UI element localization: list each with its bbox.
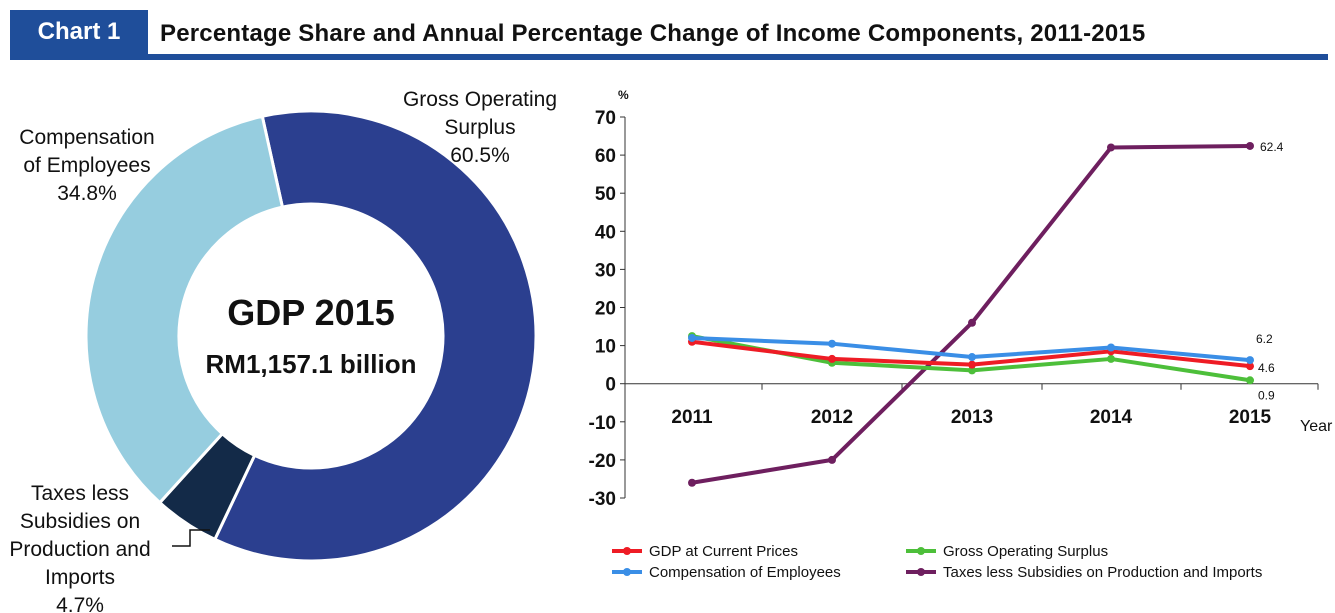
y-tick-label-6: 30 <box>595 260 616 281</box>
series-2-point-2 <box>968 353 976 362</box>
series-0-end-label: 4.6 <box>1258 361 1275 375</box>
slice-label-2-line-2: 34.8% <box>57 182 117 205</box>
slice-label-1-line-0: Taxes less <box>31 482 129 505</box>
legend-marker-1 <box>917 547 925 555</box>
series-1-point-2 <box>968 366 976 375</box>
legend-label-0: GDP at Current Prices <box>649 543 798 560</box>
title-underline <box>10 54 1328 60</box>
slice-label-0-line-0: Gross Operating <box>403 88 557 111</box>
series-1-point-4 <box>1246 376 1254 385</box>
donut-center-title: GDP 2015 <box>227 292 394 333</box>
slice-label-1-line-2: Production and <box>9 538 150 561</box>
x-tick-label-0: 2011 <box>671 407 713 428</box>
series-3-end-label: 62.4 <box>1260 140 1284 154</box>
donut-center-subtitle: RM1,157.1 billion <box>206 349 417 379</box>
slice-label-1-line-1: Subsidies on <box>20 510 140 533</box>
line-chart: -30 -20 -10 0 10 20 30 40 50 60 70% 2011 2012 2013 201… <box>589 88 1333 581</box>
y-tick-label-9: 60 <box>595 146 616 167</box>
series-0-point-1 <box>828 354 836 363</box>
series-0-point-4 <box>1246 362 1254 371</box>
series-2-end-label: 6.2 <box>1256 332 1273 346</box>
y-tick-label-7: 40 <box>595 222 616 243</box>
series-3-point-0 <box>688 478 696 487</box>
y-tick-label-2: -10 <box>589 413 616 434</box>
series-2-point-1 <box>828 339 836 348</box>
y-tick-label-1: -20 <box>589 451 616 472</box>
series-2-point-0 <box>688 333 696 342</box>
donut-slice-2 <box>84 114 285 505</box>
slice-label-2-line-1: of Employees <box>23 154 150 177</box>
slice-label-1-line-4: 4.7% <box>56 594 104 613</box>
donut-chart: GDP 2015 RM1,157.1 billion Gross Operating… <box>9 88 557 613</box>
series-line-3 <box>691 143 1251 485</box>
slice-label-0-line-2: 60.5% <box>450 144 510 167</box>
legend-label-1: Gross Operating Surplus <box>943 543 1108 560</box>
chart-title: Percentage Share and Annual Percentage C… <box>160 20 1146 47</box>
series-0-point-2 <box>968 360 976 369</box>
series-1-end-label: 0.9 <box>1258 388 1275 402</box>
slice-label-0-line-1: Surplus <box>444 116 515 139</box>
legend-marker-2 <box>623 568 631 576</box>
y-unit-label: % <box>618 88 629 102</box>
series-3-point-2 <box>968 318 976 327</box>
chart-number-tag: Chart 1 <box>10 10 148 54</box>
legend-label-2: Compensation of Employees <box>649 564 841 581</box>
y-tick-label-4: 10 <box>595 337 616 358</box>
x-tick-label-2: 2013 <box>951 407 993 428</box>
legend-marker-3 <box>917 568 925 576</box>
slice-leader-line <box>172 529 210 547</box>
slice-label-1-line-3: Imports <box>45 566 115 589</box>
donut-slice-0 <box>212 109 538 563</box>
series-3-point-4 <box>1246 141 1254 150</box>
y-tick-label-0: -30 <box>589 489 616 510</box>
series-2-point-4 <box>1246 356 1254 365</box>
series-3-point-1 <box>828 455 836 464</box>
x-tick-label-3: 2014 <box>1090 407 1133 428</box>
legend-marker-0 <box>623 547 631 555</box>
series-3-point-3 <box>1107 143 1115 152</box>
x-tick-label-1: 2012 <box>811 407 853 428</box>
y-tick-label-5: 20 <box>595 299 616 320</box>
y-tick-label-8: 50 <box>595 184 616 205</box>
series-2-point-3 <box>1107 343 1115 352</box>
y-tick-label-10: 70 <box>595 108 616 129</box>
series-1-point-3 <box>1107 354 1115 363</box>
legend-label-3: Taxes less Subsidies on Production and I… <box>943 564 1262 581</box>
x-axis-title: Year <box>1300 418 1333 435</box>
x-tick-label-4: 2015 <box>1229 407 1272 428</box>
slice-label-2-line-0: Compensation <box>19 126 154 149</box>
y-tick-label-3: 0 <box>605 375 616 396</box>
